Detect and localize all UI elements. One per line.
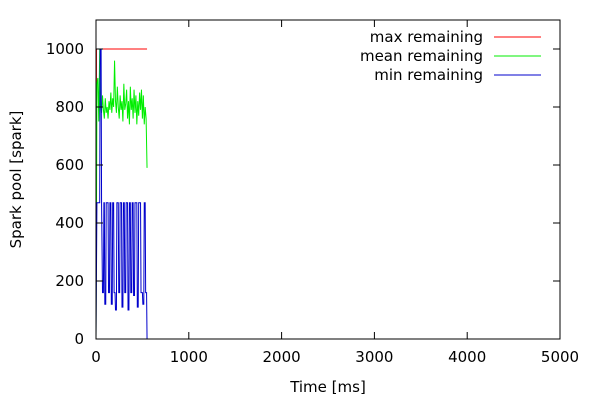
y-tick-label: 200 xyxy=(55,272,84,290)
y-tick-label: 1000 xyxy=(46,40,84,58)
series-line-min-remaining xyxy=(95,48,148,340)
series-layer xyxy=(95,48,148,340)
legend-label: mean remaining xyxy=(360,47,483,65)
legend-label: max remaining xyxy=(370,28,483,46)
series-line-mean-remaining xyxy=(95,48,148,340)
ticks-layer: 0 1000 2000 3000 4000 5000 0 200 400 600 800 1000 xyxy=(46,20,579,366)
x-tick-label: 5000 xyxy=(541,348,579,366)
y-tick-label: 0 xyxy=(74,330,84,348)
x-tick-label: 3000 xyxy=(355,348,393,366)
x-tick-label: 0 xyxy=(91,348,101,366)
plot-frame xyxy=(95,19,561,340)
legend-label: min remaining xyxy=(374,66,483,84)
x-axis-label: Time [ms] xyxy=(289,378,366,396)
x-tick-label: 2000 xyxy=(263,348,301,366)
x-tick-label: 1000 xyxy=(170,348,208,366)
y-tick-label: 600 xyxy=(55,156,84,174)
y-tick-label: 800 xyxy=(55,98,84,116)
y-tick-label: 400 xyxy=(55,214,84,232)
y-axis-label: Spark pool [spark] xyxy=(7,111,25,249)
x-tick-label: 4000 xyxy=(448,348,486,366)
